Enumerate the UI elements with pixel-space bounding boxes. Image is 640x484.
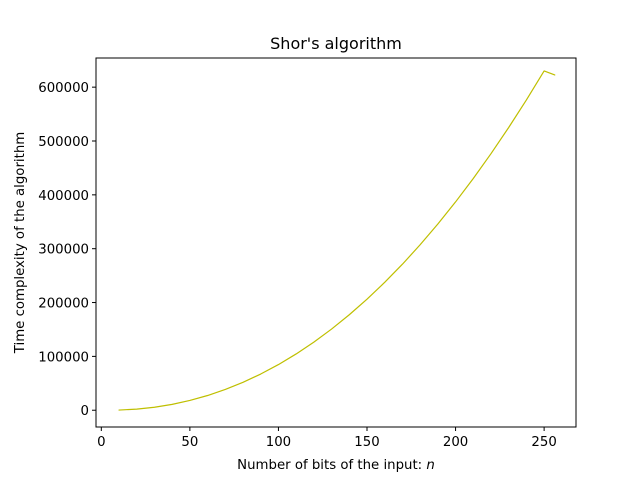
y-tick-label: 600000 — [38, 81, 89, 96]
x-axis-label: Number of bits of the input: n — [237, 458, 435, 473]
y-tick-label: 300000 — [38, 243, 89, 258]
x-tick-label: 100 — [266, 435, 291, 450]
x-axis-ticks: 0 50 100 150 200 250 — [97, 427, 557, 450]
y-tick-label: 100000 — [38, 350, 89, 365]
chart-title: Shor's algorithm — [270, 34, 402, 53]
y-tick-label: 500000 — [38, 135, 89, 150]
series-line — [118, 70, 556, 411]
y-tick-label: 400000 — [38, 189, 89, 204]
y-tick-label: 200000 — [38, 297, 89, 312]
y-axis-label: Time complexity of the algorithm — [13, 132, 28, 354]
plot-area — [96, 58, 576, 427]
x-tick-label: 50 — [181, 435, 198, 450]
x-tick-label: 150 — [354, 435, 379, 450]
series-layer — [118, 70, 556, 411]
y-axis-ticks: 0 100000 200000 300000 400000 500000 600000 — [38, 81, 96, 419]
y-tick-label: 0 — [81, 404, 89, 419]
x-tick-label: 0 — [97, 435, 105, 450]
plot-frame — [95, 57, 577, 428]
x-tick-label: 200 — [443, 435, 468, 450]
x-tick-label: 250 — [531, 435, 556, 450]
